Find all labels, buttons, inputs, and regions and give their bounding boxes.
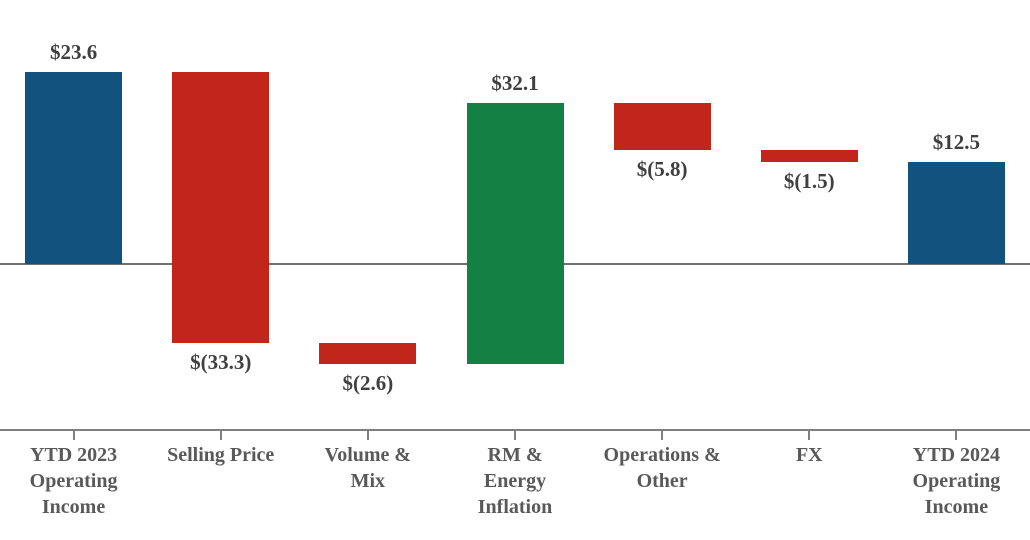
bar-total [907,162,1005,264]
data-label: $(2.6) [342,371,394,396]
x-axis-tick [366,430,369,440]
bar-decrease [760,150,858,163]
bar-decrease [319,342,417,365]
category-label: FX [795,444,823,466]
bar-increase [466,102,564,365]
bar-decrease [613,102,711,151]
bar-total [25,71,123,264]
bar-decrease [172,71,270,343]
data-label: $23.6 [49,39,98,64]
category-label: YTD 2024 Operating Income [912,444,1001,518]
x-axis-tick [72,430,75,440]
category-label: Operations & Other [603,444,721,492]
data-label: $32.1 [491,70,539,95]
category-label: Selling Price [167,444,275,466]
category-label: YTD 2023 Operating Income [29,444,118,518]
x-axis-tick [808,430,811,440]
x-axis-tick [514,430,516,440]
data-label: $(1.5) [783,169,835,194]
data-label: $12.5 [932,130,981,155]
data-label: $(33.3) [190,349,252,374]
x-axis-tick [661,430,664,440]
data-label: $(5.8) [636,157,688,182]
x-axis-tick [219,430,222,440]
category-label: RM & Energy Inflation [477,444,553,518]
category-label: Volume & Mix [324,444,412,492]
x-axis-tick [955,430,958,440]
